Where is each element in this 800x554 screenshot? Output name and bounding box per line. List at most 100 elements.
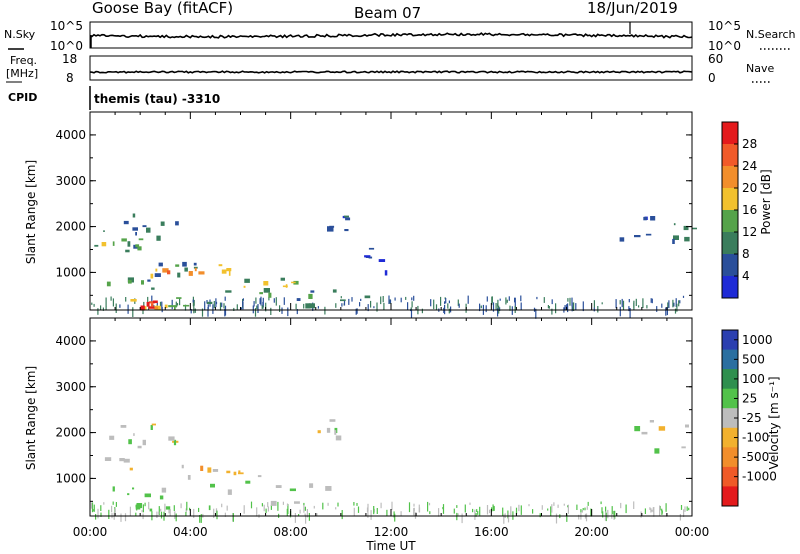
scatter-pixel [622,300,625,310]
scatter-pixel [464,504,466,513]
scatter-pixel [147,296,149,307]
scatter-pixel [430,299,432,307]
scatter-pixel [665,307,667,316]
scatter-pixel [688,507,690,511]
scatter-pixel [520,505,522,515]
scatter-pixel [571,297,573,307]
scatter-pixel [303,505,305,513]
scatter-pixel [679,300,681,304]
scatter-pixel [97,308,99,315]
echo-pixel [641,431,648,435]
echo-pixel [193,262,197,266]
echo-pixel [158,262,163,267]
scatter-pixel [236,304,238,311]
scatter-pixel [283,297,285,305]
scatter-pixel [590,508,592,517]
velocity-colorbar-label: Velocity [m s⁻¹] [767,376,781,469]
colorbar-tick-label: 16 [742,203,757,217]
freq-unit-label: [MHz] [6,67,38,80]
scatter-pixel [651,298,653,304]
echo-pixel [149,508,153,512]
cpid-panel: CPID themis (tau) -3310 [8,86,220,110]
x-tick-label: 16:00 [474,525,509,539]
scatter-pixel [141,509,143,513]
scatter-pixel [224,512,226,517]
scatter-pixel [448,300,450,304]
scatter-pixel [232,513,234,522]
scatter-pixel [440,296,442,306]
scatter-pixel [232,513,234,522]
scatter-pixel [551,299,553,305]
echo-pixel [150,273,154,279]
scatter-pixel [653,507,655,517]
echo-pixel [685,424,689,428]
echo-pixel [128,279,132,284]
scatter-pixel [135,512,137,516]
echo-pixel [225,290,232,293]
scatter-pixel [686,506,688,511]
scatter-pixel [322,502,324,510]
scatter-pixel [127,304,129,314]
scatter-pixel [356,308,358,314]
echo-pixel [263,281,269,286]
echo-pixel [233,471,237,476]
scatter-pixel [313,505,315,509]
echo-pixel [198,271,205,275]
scatter-pixel [376,508,378,514]
scatter-pixel [357,506,360,513]
colorbar-segment [722,330,738,351]
scatter-pixel [199,515,201,523]
scatter-pixel [192,299,194,303]
scatter-pixel [308,513,310,521]
scatter-pixel [674,308,677,314]
echo-pixel [218,264,223,267]
scatter-pixel [535,308,537,319]
echo-pixel [634,235,641,238]
colorbar-segment [722,486,738,507]
scatter-pixel [184,304,187,311]
scatter-pixel [226,505,228,511]
echo-pixel [645,233,652,236]
x-tick-label: 12:00 [374,525,409,539]
scatter-pixel [97,508,99,519]
echo-pixel [106,281,111,287]
scatter-pixel [129,506,131,516]
velocity-xlabel: Time UT [365,539,416,553]
scatter-pixel [566,514,568,522]
scatter-pixel [497,303,499,307]
echo-pixel [332,289,337,293]
scatter-pixel [682,295,685,298]
scatter-pixel [539,513,541,518]
colorbar-segment [722,122,738,145]
echo-pixel [153,306,158,310]
scatter-pixel [287,307,289,317]
echo-pixel [340,299,346,302]
echo-pixel [125,249,130,253]
echo-pixel [280,277,285,281]
echo-pixel [673,235,679,240]
y-tick-label: 3000 [55,380,86,394]
scatter-pixel [367,509,369,518]
scatter-pixel [428,502,431,506]
scatter-pixel [193,299,195,306]
echo-pixel [148,306,155,309]
echo-pixel [221,269,227,274]
scatter-pixel [294,513,296,523]
scatter-pixel [93,504,95,512]
echo-pixel [146,301,150,307]
echo-pixel [172,305,178,307]
scatter-pixel [615,299,617,309]
scatter-pixel [108,509,110,519]
scatter-pixel [224,308,226,317]
echo-pixel [227,489,232,495]
scatter-pixel [296,309,298,315]
scatter-pixel [547,305,549,309]
scatter-pixel [668,300,670,309]
colorbar-segment [722,466,738,487]
colorbar-segment [722,388,738,409]
scatter-pixel [569,297,571,306]
scatter-pixel [125,297,127,302]
scatter-pixel [185,512,187,517]
scatter-pixel [194,308,196,313]
